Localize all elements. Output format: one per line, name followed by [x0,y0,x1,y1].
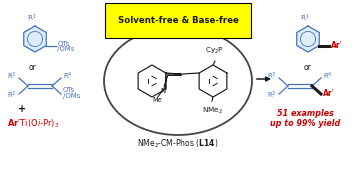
Text: OTs: OTs [57,41,69,47]
Text: R$^3$: R$^3$ [267,70,277,82]
Text: or: or [304,64,312,73]
Text: R$^4$: R$^4$ [323,70,333,82]
Text: R$^4$: R$^4$ [63,70,73,82]
Text: up to 99% yield: up to 99% yield [270,119,340,128]
Text: NMe$_2$: NMe$_2$ [202,106,222,116]
Polygon shape [199,65,227,97]
Text: R$^1$: R$^1$ [300,13,310,24]
Text: R$^2$: R$^2$ [8,89,17,101]
Text: OTs: OTs [63,87,75,93]
Text: Ar′: Ar′ [323,88,335,98]
Text: R$^3$: R$^3$ [8,70,17,82]
Text: Ar′: Ar′ [331,41,343,50]
Text: R$^1$: R$^1$ [27,13,37,24]
Text: /OMs: /OMs [63,93,81,99]
Text: 51 examples: 51 examples [277,108,333,118]
Text: NMe$_2$-CM-Phos ($\bf{L14}$): NMe$_2$-CM-Phos ($\bf{L14}$) [137,138,219,150]
Text: Solvent-free & Base-free: Solvent-free & Base-free [117,16,238,25]
Text: N: N [160,88,166,94]
Ellipse shape [104,27,252,135]
Text: Pd(OAc)$_2$/ NMe$_2$-CM-Phos ($\bf{L14}$): Pd(OAc)$_2$/ NMe$_2$-CM-Phos ($\bf{L14}$… [117,1,240,13]
Text: 110 °C, 10 min -16 h: 110 °C, 10 min -16 h [139,8,217,15]
Text: /OMs: /OMs [57,46,74,53]
Polygon shape [138,65,166,97]
Text: or: or [29,64,37,73]
Polygon shape [164,73,181,89]
Text: +: + [18,104,26,114]
Text: Me: Me [152,97,162,103]
Polygon shape [297,26,319,52]
Text: Cy$_2$P: Cy$_2$P [204,46,223,56]
Text: R$^2$: R$^2$ [267,89,277,101]
Text: $\bf{Ar′}$Ti(O$i$-Pr)$_3$: $\bf{Ar′}$Ti(O$i$-Pr)$_3$ [7,118,60,130]
Polygon shape [24,26,46,52]
